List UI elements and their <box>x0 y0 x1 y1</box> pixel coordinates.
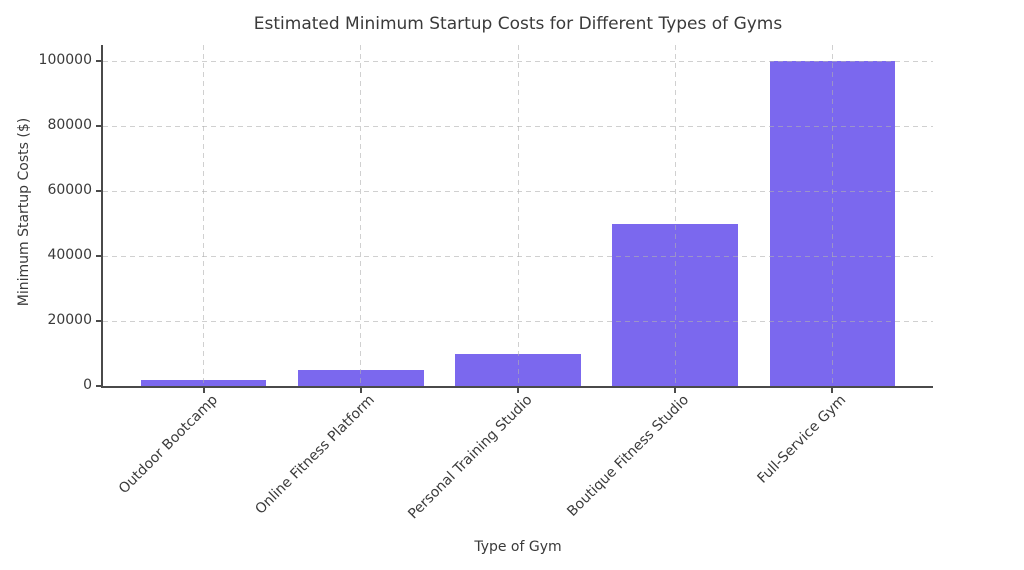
gridline-vertical <box>517 45 519 386</box>
gridline-vertical <box>831 45 833 386</box>
x-tick-mark <box>359 388 362 393</box>
y-tick-mark <box>96 125 101 128</box>
x-tick-mark <box>202 388 205 393</box>
y-tick-mark <box>96 320 101 323</box>
y-axis-spine <box>101 45 103 388</box>
y-tick-label: 80000 <box>47 117 92 134</box>
x-tick-label: Boutique Fitness Studio <box>564 392 693 520</box>
y-tick-label: 60000 <box>47 182 92 199</box>
x-tick-mark <box>517 388 519 393</box>
gridline-vertical <box>360 45 362 386</box>
x-tick-mark <box>674 388 677 393</box>
gridline-vertical <box>674 45 676 386</box>
y-tick-mark <box>96 385 101 387</box>
x-axis-label: Type of Gym <box>474 539 562 555</box>
plot-area <box>103 45 933 386</box>
y-tick-label: 100000 <box>38 52 92 69</box>
y-tick-label: 20000 <box>47 312 92 329</box>
y-tick-label: 40000 <box>47 247 92 264</box>
x-tick-mark <box>831 388 834 393</box>
gridline-vertical <box>203 45 205 386</box>
x-tick-label: Online Fitness Platform <box>252 392 379 518</box>
x-axis-spine <box>101 386 933 388</box>
x-tick-label: Outdoor Bootcamp <box>115 392 221 498</box>
chart-title: Estimated Minimum Startup Costs for Diff… <box>253 14 783 34</box>
y-tick-mark <box>96 255 101 258</box>
x-tick-label: Full-Service Gym <box>754 392 850 487</box>
x-tick-label: Personal Training Studio <box>405 392 536 523</box>
y-tick-mark <box>96 190 101 193</box>
y-tick-mark <box>96 60 101 63</box>
y-tick-label: 0 <box>83 377 92 393</box>
y-axis-label: Minimum Startup Costs ($) <box>16 117 32 307</box>
